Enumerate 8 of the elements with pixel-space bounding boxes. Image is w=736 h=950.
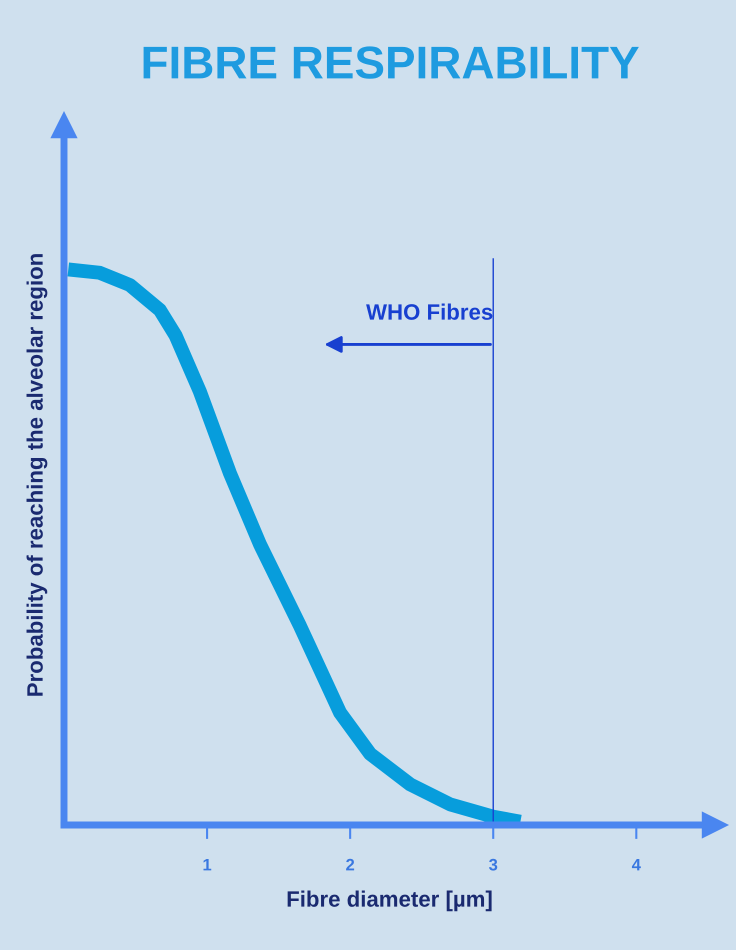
x-tick-label: 1 <box>203 858 212 870</box>
x-tick-label: 3 <box>488 858 498 871</box>
y-axis-title: Probability of reaching the alveolar region <box>26 254 48 696</box>
x-tick-label: 2 <box>346 858 354 870</box>
x-axis-title: Fibre diameter [µm] <box>288 890 492 912</box>
ref-line-label: WHO Fibres <box>366 304 492 320</box>
chart-title: FIBRE RESPIRABILITY <box>144 46 639 79</box>
x-tick-label: 4 <box>632 858 641 870</box>
